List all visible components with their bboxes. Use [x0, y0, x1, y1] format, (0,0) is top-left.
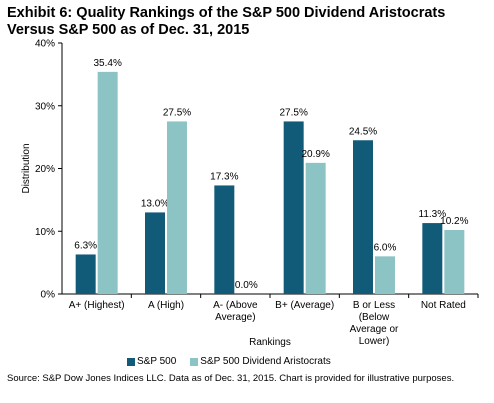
- x-tick-label-line: Average): [215, 312, 255, 323]
- x-tick-label-line: Average or: [350, 324, 399, 335]
- legend-swatch-aristocrats: [190, 357, 199, 366]
- bar-aristocrats: [444, 229, 465, 294]
- legend-item-aristocrats: S&P 500 Dividend Aristocrats: [190, 356, 331, 367]
- y-tick-label: 0%: [41, 290, 56, 301]
- x-tick-label: A- (Above Average): [213, 300, 258, 323]
- y-tick-label: 20%: [35, 164, 55, 175]
- data-label-aristocrats: 35.4%: [93, 58, 121, 69]
- bar-sp500: [75, 254, 96, 294]
- chart-title: Exhibit 6: Quality Rankings of the S&P 5…: [7, 5, 446, 38]
- y-tick-label: 10%: [35, 227, 55, 238]
- bar-sp500: [283, 121, 304, 294]
- legend-item-sp500: S&P 500: [127, 356, 176, 367]
- data-label-aristocrats: 6.0%: [374, 242, 397, 253]
- legend-label-aristocrats: S&P 500 Dividend Aristocrats: [200, 356, 331, 367]
- x-tick-label-line: Not Rated: [421, 300, 466, 311]
- legend-label-sp500: S&P 500: [137, 356, 177, 367]
- x-tick-label-line: B+ (Average): [275, 300, 334, 311]
- data-label-sp500: 17.3%: [210, 171, 238, 182]
- x-tick-label-line: (Below: [359, 312, 390, 323]
- data-label-aristocrats: 27.5%: [163, 107, 191, 118]
- bar-sp500: [145, 212, 165, 294]
- data-label-sp500: 6.3%: [74, 240, 97, 251]
- x-tick-label: A (High): [148, 300, 184, 311]
- y-tick-label: 30%: [35, 101, 55, 112]
- x-tick-label: B+ (Average): [275, 300, 334, 311]
- source-note: Source: S&P Dow Jones Indices LLC. Data …: [7, 373, 455, 384]
- bar-aristocrats: [167, 121, 187, 294]
- x-tick-label-line: A (High): [148, 300, 184, 311]
- data-label-sp500: 27.5%: [279, 107, 307, 118]
- x-tick-label: B or Less (Below Average or Lower): [350, 300, 399, 347]
- x-tick-label: A+ (Highest): [69, 300, 125, 311]
- x-tick-label: Not Rated: [421, 300, 466, 311]
- bar-aristocrats: [305, 162, 326, 294]
- x-tick-label-line: B or Less: [353, 300, 395, 311]
- y-axis-title: Distribution: [21, 143, 32, 193]
- data-label-aristocrats: 0.0%: [235, 280, 258, 291]
- y-tick-label: 40%: [35, 39, 55, 50]
- bar-sp500: [214, 185, 235, 294]
- data-label-sp500: 13.0%: [141, 198, 169, 209]
- bar-sp500: [422, 223, 443, 294]
- x-tick-label-line: A+ (Highest): [69, 300, 125, 311]
- x-tick-label-line: A- (Above: [213, 300, 258, 311]
- legend-swatch-sp500: [127, 357, 135, 366]
- bar-sp500: [353, 140, 373, 294]
- data-label-aristocrats: 20.9%: [301, 149, 329, 160]
- bar-aristocrats: [97, 71, 118, 295]
- x-tick-label-line: Lower): [359, 336, 390, 347]
- plot-area: 0% 10% 20% 30% 40% Distribution 6.3% 35.4% A+ (H…: [21, 39, 479, 348]
- data-label-sp500: 11.3%: [419, 209, 447, 220]
- data-label-aristocrats: 10.2%: [440, 216, 468, 227]
- bar-aristocrats: [375, 256, 395, 294]
- legend: S&P 500 S&P 500 Dividend Aristocrats: [127, 356, 345, 367]
- data-label-sp500: 24.5%: [349, 126, 377, 137]
- x-axis-title: Rankings: [249, 337, 291, 348]
